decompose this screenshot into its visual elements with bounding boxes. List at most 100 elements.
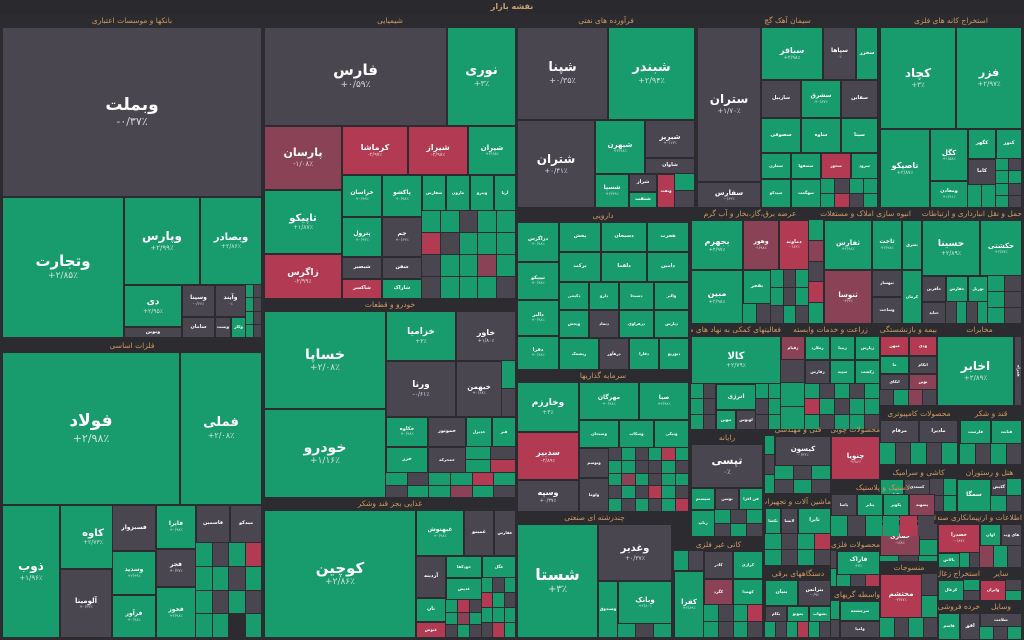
stock-tile[interactable]: سدبیر -۲/۸۹٪ — [517, 432, 579, 480]
stock-tile[interactable]: سلامت — [980, 613, 1022, 627]
stock-tile[interactable]: دالبر +۰/۹۸٪ — [517, 300, 559, 336]
stock-tile[interactable]: بموتو — [787, 606, 809, 622]
stock-tile[interactable]: اخابر +۲/۸۹٪ — [937, 336, 1014, 406]
stock-tile[interactable]: سهگمت — [791, 179, 821, 208]
stock-tile[interactable] — [996, 195, 1008, 208]
stock-tile[interactable] — [812, 480, 830, 493]
stock-tile[interactable]: دزهراوی — [619, 310, 654, 338]
stock-tile[interactable]: شتران +۰/۴۱٪ — [517, 120, 595, 208]
stock-tile[interactable] — [922, 596, 937, 617]
stock-tile[interactable] — [446, 612, 457, 625]
stock-tile[interactable] — [504, 578, 515, 592]
stock-tile[interactable] — [493, 623, 504, 637]
stock-tile[interactable]: هجرت — [647, 222, 689, 252]
stock-tile[interactable] — [704, 605, 718, 621]
stock-tile[interactable]: ذوب +۱/۹۶٪ — [2, 505, 60, 638]
stock-tile[interactable] — [674, 551, 688, 570]
stock-tile[interactable] — [991, 496, 1006, 511]
stock-tile[interactable]: پکویر — [883, 494, 909, 516]
stock-tile[interactable] — [229, 590, 245, 614]
stock-tile[interactable] — [504, 593, 515, 607]
stock-tile[interactable] — [1007, 479, 1021, 495]
stock-tile[interactable]: کگرد — [704, 579, 733, 605]
stock-tile[interactable]: درهآور — [599, 338, 629, 370]
stock-tile[interactable] — [1009, 183, 1021, 195]
stock-tile[interactable]: سرود — [851, 153, 878, 179]
stock-tile[interactable] — [781, 360, 804, 383]
stock-tile[interactable] — [691, 399, 703, 414]
stock-tile[interactable]: شبندر +۲/۹۴٪ — [608, 27, 695, 120]
stock-tile[interactable]: ونوین — [124, 327, 182, 338]
stock-tile[interactable] — [996, 171, 1008, 183]
stock-tile[interactable] — [883, 516, 900, 536]
stock-tile[interactable] — [960, 553, 969, 567]
stock-tile[interactable] — [635, 486, 648, 499]
stock-tile[interactable]: کزغال — [938, 580, 964, 601]
stock-tile[interactable]: شپنا +۰/۳۵٪ — [517, 27, 608, 120]
stock-tile[interactable] — [956, 302, 966, 323]
stock-tile[interactable] — [996, 183, 1008, 195]
stock-tile[interactable] — [787, 622, 797, 637]
stock-tile[interactable]: بنیان — [765, 580, 798, 606]
stock-tile[interactable]: کرمان — [902, 270, 922, 324]
stock-tile[interactable]: شیران +۲/۶۵٪ — [468, 126, 516, 175]
stock-tile[interactable] — [968, 185, 981, 207]
stock-tile[interactable] — [996, 159, 1008, 171]
stock-tile[interactable]: توسن — [715, 488, 739, 510]
stock-tile[interactable] — [923, 618, 937, 637]
stock-tile[interactable]: خزامیا +۳٪ — [386, 311, 456, 361]
stock-tile[interactable] — [458, 612, 469, 625]
stock-tile[interactable] — [609, 499, 622, 511]
stock-tile[interactable] — [622, 499, 635, 511]
stock-tile[interactable] — [662, 460, 675, 473]
stock-tile[interactable]: وتجارت +۲/۸۵٪ — [2, 197, 124, 338]
stock-tile[interactable] — [504, 623, 515, 637]
stock-tile[interactable] — [422, 277, 440, 298]
stock-tile[interactable] — [731, 510, 746, 523]
stock-tile[interactable]: شنفت — [629, 192, 657, 208]
stock-tile[interactable] — [246, 285, 253, 298]
stock-tile[interactable]: کاذر — [704, 551, 733, 579]
stock-tile[interactable]: کچاد +۳٪ — [880, 27, 956, 129]
stock-tile[interactable]: خصدرا -۰/۸۷٪ — [938, 524, 980, 553]
stock-tile[interactable] — [654, 624, 671, 637]
stock-tile[interactable]: سمازن — [761, 153, 791, 179]
stock-tile[interactable]: پخش — [559, 222, 601, 252]
stock-tile[interactable] — [478, 233, 497, 254]
stock-tile[interactable]: کوچین +۲/۸۶٪ — [264, 510, 416, 638]
stock-tile[interactable] — [609, 448, 622, 460]
stock-tile[interactable]: غدیس — [446, 578, 482, 600]
stock-tile[interactable]: پاسا — [831, 494, 857, 516]
stock-tile[interactable] — [909, 618, 923, 637]
stock-tile[interactable] — [943, 479, 956, 495]
stock-tile[interactable] — [964, 580, 979, 590]
stock-tile[interactable]: حتاید — [922, 302, 946, 324]
stock-tile[interactable] — [1009, 159, 1021, 171]
stock-tile[interactable] — [196, 543, 212, 566]
stock-tile[interactable] — [254, 311, 261, 324]
stock-tile[interactable]: تایرا — [798, 508, 831, 534]
stock-tile[interactable] — [865, 575, 879, 586]
stock-tile[interactable]: خزر — [386, 447, 428, 473]
stock-tile[interactable] — [994, 627, 1007, 639]
stock-tile[interactable]: آردینه — [416, 556, 446, 598]
stock-tile[interactable] — [809, 261, 823, 282]
stock-tile[interactable]: سشرق +۰/۸۷٪ — [801, 80, 841, 118]
stock-tile[interactable]: دفرا +۰/۹۸٪ — [517, 336, 559, 370]
stock-tile[interactable]: پتایر — [857, 494, 883, 516]
stock-tile[interactable] — [831, 551, 836, 568]
stock-tile[interactable] — [831, 569, 836, 586]
stock-tile[interactable] — [967, 302, 977, 323]
stock-tile[interactable] — [917, 516, 934, 536]
stock-tile[interactable] — [793, 466, 812, 479]
stock-tile[interactable] — [988, 308, 1004, 323]
stock-tile[interactable] — [245, 590, 261, 614]
stock-tile[interactable] — [196, 566, 212, 590]
stock-tile[interactable]: شاراک — [382, 279, 422, 299]
stock-tile[interactable] — [704, 621, 718, 637]
stock-tile[interactable] — [472, 485, 494, 497]
stock-tile[interactable] — [805, 399, 819, 414]
stock-tile[interactable] — [622, 448, 635, 460]
stock-tile[interactable] — [982, 185, 995, 207]
stock-tile[interactable]: لوتوس — [736, 410, 756, 430]
